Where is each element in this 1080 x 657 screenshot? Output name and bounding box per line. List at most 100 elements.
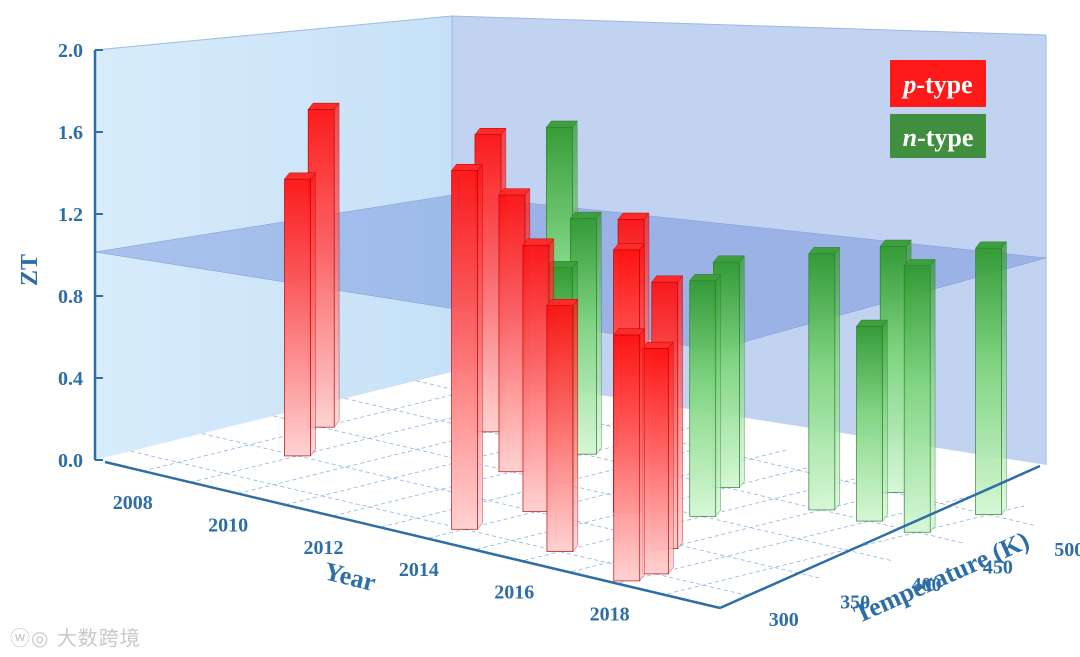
bar-top-face <box>651 275 684 283</box>
x-tick-label: 2014 <box>399 559 439 581</box>
bar-n-type <box>975 241 1008 516</box>
z-tick-label: 1.2 <box>58 204 83 226</box>
bar-front-face <box>613 334 641 582</box>
left-wall <box>95 16 452 460</box>
bar-front-face <box>451 170 478 530</box>
watermark-text: 大数跨境 <box>56 626 141 650</box>
floor-grid-line <box>571 483 930 572</box>
floor-grid-line <box>667 505 1025 595</box>
bar-side-face <box>310 172 316 457</box>
bar-p-type <box>641 341 674 575</box>
bars-front <box>283 102 1008 582</box>
x-tick-label: 2008 <box>113 492 153 514</box>
bar-side-face <box>639 327 645 582</box>
bar-p-type <box>613 327 646 582</box>
weibo-icon: ⓦ◎ <box>10 626 50 650</box>
bar-front-face <box>522 244 550 513</box>
bar-side-face <box>477 163 483 531</box>
bar-top-face <box>522 238 555 246</box>
z-tick-label: 2.0 <box>58 40 83 62</box>
floor-grid-line <box>190 393 548 483</box>
x-tick-label: 2018 <box>590 604 630 626</box>
y-tick-label: 500 <box>1054 539 1080 561</box>
floor-grid-line <box>273 415 894 562</box>
bar-side-face <box>739 255 745 489</box>
bar-top-face <box>856 319 888 327</box>
x-axis-line <box>104 460 721 610</box>
z-tick-label: 0.0 <box>58 450 83 472</box>
bar-top-face <box>546 299 579 306</box>
legend-swatch-p-type <box>890 60 986 107</box>
bar-top-face <box>879 239 912 247</box>
bar-top-face <box>903 259 936 266</box>
x-tick-label: 2012 <box>303 537 343 559</box>
bar-top-face <box>569 211 602 219</box>
bar-side-face <box>333 102 340 428</box>
bar-top-face <box>613 328 646 336</box>
floor-grid-line <box>428 449 786 539</box>
bar-side-face <box>572 298 579 553</box>
x-ticks: 2008 2010 2012 2014 2016 2018 <box>113 492 630 626</box>
bar-n-type <box>808 246 841 511</box>
bar-p-type <box>283 172 316 457</box>
bar-top-face <box>712 255 745 263</box>
bar-front-face <box>498 194 526 473</box>
bar-top-face <box>641 341 674 349</box>
y-tick-label: 300 <box>769 609 799 631</box>
legend: p-type n-type <box>890 60 986 158</box>
x-tick-label: 2016 <box>494 581 534 603</box>
bar-front-face <box>284 178 311 457</box>
bar-side-face <box>929 258 936 533</box>
bar-top-face <box>283 172 316 180</box>
bar-top-face <box>451 163 483 171</box>
bar-n-type <box>689 273 722 518</box>
bar-top-face <box>808 247 841 254</box>
z-ticks: 0.0 0.4 0.8 1.2 1.6 2.0 <box>58 40 103 472</box>
bar-front-face <box>546 305 574 552</box>
bar-top-face <box>975 241 1008 249</box>
y-tick-label: 350 <box>840 592 870 614</box>
z-tick-label: 1.6 <box>58 122 83 144</box>
y-tick-label: 400 <box>912 574 942 596</box>
bar-side-face <box>668 341 674 575</box>
floor-grid-line <box>619 494 977 584</box>
bar-top-face <box>474 128 507 135</box>
watermark: ⓦ◎ 大数跨境 <box>10 622 141 651</box>
bar-front-face <box>689 280 717 517</box>
bar-side-face <box>677 275 683 550</box>
bar-side-face <box>882 319 888 522</box>
bar-top-face <box>545 120 578 128</box>
bar-front-face <box>856 325 883 522</box>
bar-front-face <box>641 348 669 575</box>
bar-p-type <box>546 298 579 553</box>
legend-label-p-type: p-type <box>901 70 972 99</box>
bar-n-type <box>903 258 936 533</box>
bar-p-type <box>498 187 531 473</box>
bar-p-type <box>451 163 483 531</box>
y-ticks: 300 350 400 450 500 <box>769 539 1080 631</box>
y-tick-label: 450 <box>983 556 1013 578</box>
bar-side-face <box>596 211 602 455</box>
bar-top-face <box>498 188 531 196</box>
legend-label-n-type: n-type <box>903 123 974 152</box>
bar-top-face <box>307 102 340 110</box>
bar-top-face <box>612 243 645 251</box>
z-axis-title: ZT <box>17 254 43 286</box>
bar-side-face <box>834 246 840 511</box>
bar-top-face <box>689 274 722 281</box>
bar-side-face <box>715 273 721 518</box>
x-tick-label: 2010 <box>208 514 248 536</box>
bar-front-face <box>975 247 1002 515</box>
z-tick-label: 0.8 <box>58 286 83 308</box>
floor-grid-line <box>237 405 596 494</box>
bar-side-face <box>1001 241 1007 516</box>
floor-grid-line <box>130 450 751 597</box>
z-tick-label: 0.4 <box>58 368 83 390</box>
y-axis-line <box>719 464 1041 610</box>
legend-swatch-n-type <box>890 114 986 158</box>
bar-top-face <box>617 212 650 220</box>
bar-n-type <box>856 319 888 522</box>
bar-front-face <box>808 253 836 511</box>
floor-grid-line <box>202 433 823 579</box>
